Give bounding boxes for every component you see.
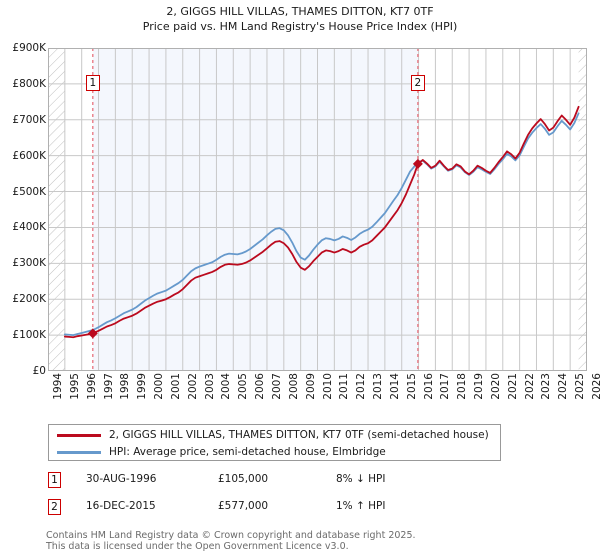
x-axis-tick-label: 1994 [52, 373, 64, 400]
x-axis-tick-label: 2000 [153, 373, 166, 400]
legend-label: HPI: Average price, semi-detached house,… [109, 446, 386, 458]
x-axis-tick-label: 2012 [355, 373, 368, 400]
x-axis-tick-label: 2020 [489, 373, 502, 400]
x-axis-tick-label: 1997 [102, 373, 115, 400]
x-axis: 1994 1995 1996 1997 1998 1999 2000 2001 2002 2003… [48, 373, 600, 413]
x-axis-tick-label: 1995 [68, 373, 81, 400]
y-axis-tick-label: £400K [12, 221, 46, 234]
x-axis-tick-label: 2024 [557, 373, 570, 400]
table-row[interactable]: 2 16-DEC-2015 £577,000 1% ↑ HPI [46, 497, 466, 521]
x-axis-tick-label: 2017 [439, 373, 452, 400]
x-axis-tick-label: 2021 [506, 373, 519, 400]
legend-item: HPI: Average price, semi-detached house,… [49, 443, 500, 461]
x-axis-tick-label: 2016 [422, 373, 435, 400]
footer-attribution: Contains HM Land Registry data © Crown c… [46, 530, 566, 552]
footer-line-2: This data is licensed under the Open Gov… [46, 541, 349, 552]
transaction-flag-1[interactable]: 1 [85, 75, 100, 91]
transaction-price: £105,000 [218, 473, 269, 485]
title-address: 2, GIGGS HILL VILLAS, THAMES DITTON, KT7… [166, 5, 434, 18]
transaction-flag-2[interactable]: 2 [410, 75, 425, 91]
x-axis-tick-label: 2001 [169, 373, 182, 400]
x-axis-tick-label: 2008 [287, 373, 300, 400]
x-axis-tick-label: 2026 [591, 373, 600, 400]
x-axis-tick-label: 2015 [405, 373, 418, 400]
y-axis-tick-label: £700K [12, 113, 46, 126]
transaction-index-badge: 2 [48, 499, 61, 515]
legend-label: 2, GIGGS HILL VILLAS, THAMES DITTON, KT7… [109, 429, 489, 441]
x-axis-tick-label: 2018 [456, 373, 469, 400]
table-row[interactable]: 1 30-AUG-1996 £105,000 8% ↓ HPI [46, 470, 466, 494]
x-axis-tick-label: 2014 [388, 373, 401, 400]
x-axis-tick-label: 2023 [540, 373, 553, 400]
transaction-price: £577,000 [218, 500, 269, 512]
series-lines [63, 105, 580, 339]
transaction-hpi-delta: 8% ↓ HPI [336, 473, 386, 485]
x-axis-tick-label: 2013 [372, 373, 385, 400]
chart-legend: 2, GIGGS HILL VILLAS, THAMES DITTON, KT7… [48, 424, 501, 461]
y-axis-tick-label: £300K [12, 257, 46, 270]
x-axis-tick-label: 2007 [270, 373, 283, 400]
y-axis-tick-label: £800K [12, 77, 46, 90]
transaction-index-badge: 1 [48, 472, 61, 488]
x-axis-tick-label: 2022 [523, 373, 536, 400]
y-axis-tick-label: £900K [12, 42, 46, 54]
grid-lines [48, 48, 587, 371]
x-axis-tick-label: 2004 [220, 373, 233, 400]
transaction-date: 16-DEC-2015 [86, 500, 156, 512]
y-axis-tick-label: £600K [12, 149, 46, 162]
y-axis-tick-label: £200K [12, 293, 46, 306]
legend-color-swatch [57, 451, 101, 454]
plot-frame [48, 48, 587, 371]
chart-canvas [48, 48, 587, 371]
x-axis-tick-label: 2006 [254, 373, 267, 400]
footer-line-1: Contains HM Land Registry data © Crown c… [46, 530, 416, 541]
x-axis-tick-label: 2003 [203, 373, 216, 400]
x-axis-tick-label: 1999 [136, 373, 149, 400]
y-axis: £0 £100K £200K £300K £400K £500K £600K £700K £80… [0, 43, 46, 377]
x-axis-tick-label: 2009 [304, 373, 317, 400]
legend-color-swatch [57, 434, 101, 437]
y-axis-tick-label: £100K [12, 329, 46, 342]
x-axis-tick-label: 1996 [85, 373, 98, 400]
page-title: 2, GIGGS HILL VILLAS, THAMES DITTON, KT7… [0, 4, 600, 34]
x-axis-tick-label: 2010 [321, 373, 334, 400]
x-axis-tick-label: 2011 [338, 373, 351, 400]
x-axis-tick-label: 2005 [237, 373, 250, 400]
x-axis-tick-label: 2002 [186, 373, 199, 400]
y-axis-tick-label: £500K [12, 185, 46, 198]
transactions-table: 1 30-AUG-1996 £105,000 8% ↓ HPI 2 16-DEC-2015… [46, 470, 466, 522]
transaction-date: 30-AUG-1996 [86, 473, 157, 485]
y-axis-tick-label: £0 [32, 365, 46, 377]
transaction-hpi-delta: 1% ↑ HPI [336, 500, 386, 512]
x-axis-tick-label: 1998 [119, 373, 132, 400]
legend-item: 2, GIGGS HILL VILLAS, THAMES DITTON, KT7… [49, 426, 500, 444]
x-axis-tick-label: 2019 [473, 373, 486, 400]
title-subtitle: Price paid vs. HM Land Registry's House … [142, 20, 458, 33]
x-axis-tick-label: 2025 [574, 373, 587, 400]
transaction-markers [87, 48, 423, 371]
